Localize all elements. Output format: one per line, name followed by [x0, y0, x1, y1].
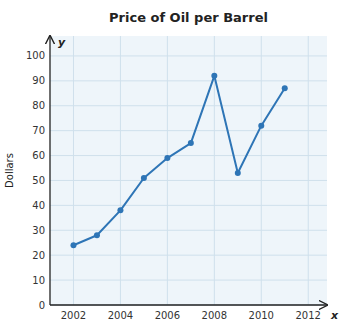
point: [188, 140, 194, 146]
y-axis-label: Dollars: [4, 153, 15, 188]
grid-line-y: [50, 305, 327, 306]
line: [73, 76, 284, 245]
x-tick-label: 2008: [202, 310, 227, 321]
x-tick-label: 2004: [108, 310, 133, 321]
grid-line-x: [261, 36, 262, 305]
point: [282, 85, 288, 91]
grid-line-y: [50, 105, 327, 106]
title: Price of Oil per Barrel: [109, 10, 268, 25]
grid-line-y: [50, 255, 327, 256]
y-tick-label: 20: [32, 250, 45, 261]
point: [70, 242, 76, 248]
grid-line-x: [120, 36, 121, 305]
grid-line-y: [50, 180, 327, 181]
grid-line-y: [50, 155, 327, 156]
y-tick-label: 70: [32, 125, 45, 136]
grid-line-x: [308, 36, 309, 305]
x-tick-label: 2002: [61, 310, 86, 321]
annotation: y: [58, 36, 66, 49]
series: [70, 73, 287, 248]
y-tick-label: 10: [32, 275, 45, 286]
y-tick-label: 60: [32, 150, 45, 161]
x-axis: [50, 304, 327, 305]
grid-line-y: [50, 280, 327, 281]
y-tick-label: 30: [32, 225, 45, 236]
x-axis-label: x: [330, 309, 339, 322]
x-tick-label: 2010: [249, 310, 274, 321]
point: [211, 73, 217, 79]
grid-line-y: [50, 130, 327, 131]
point: [141, 175, 147, 181]
ticks: 2002 2004 2006 2008 2010 2012 0 10 20 30 40 50 60 70 8…: [26, 50, 321, 321]
grid-line-x: [167, 36, 168, 305]
y-tick-label: 100: [26, 50, 45, 61]
grid-line-x: [73, 36, 74, 305]
grid: [50, 36, 327, 305]
grid-line-y: [50, 80, 327, 81]
grid-line-y: [50, 230, 327, 231]
grid-line-y: [50, 55, 327, 56]
x-tick-label: 2012: [295, 310, 320, 321]
point: [117, 207, 123, 213]
point: [258, 123, 264, 129]
chart: 2002 2004 2006 2008 2010 2012 0 10 20 30 40 50 60 70 8…: [0, 0, 350, 335]
grid-line-y: [50, 205, 327, 206]
y-axis: [49, 36, 50, 305]
y-tick-label: 80: [32, 100, 45, 111]
y-tick-label: 50: [32, 175, 45, 186]
y-tick-label: 0: [39, 300, 45, 311]
y-tick-label: 40: [32, 200, 45, 211]
x-tick-label: 2006: [155, 310, 180, 321]
y-tick-label: 90: [32, 75, 45, 86]
point: [164, 155, 170, 161]
point: [235, 170, 241, 176]
point: [94, 232, 100, 238]
plot-background: [50, 36, 327, 305]
